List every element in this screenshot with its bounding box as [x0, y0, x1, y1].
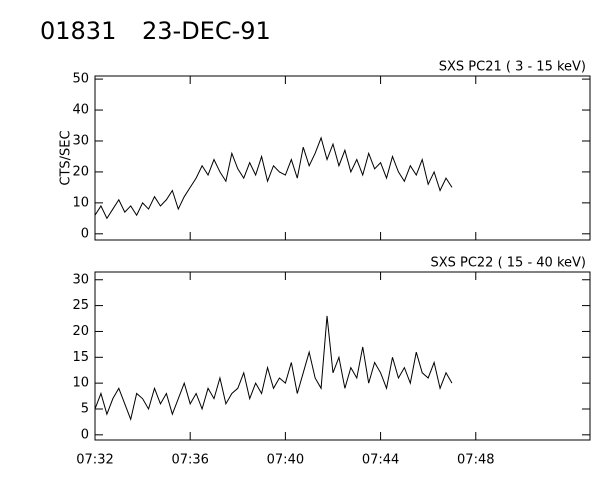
plot-date: 23-DEC-91 [142, 17, 271, 45]
data-line [94, 136, 453, 220]
y-tick-label: 40 [72, 103, 89, 118]
plot-id: 01831 [40, 17, 116, 45]
panel-label: SXS PC21 ( 3 - 15 keV) [439, 60, 586, 75]
panel-label: SXS PC22 ( 15 - 40 keV) [430, 256, 586, 271]
x-tick-label: 07:32 [76, 453, 113, 468]
y-tick-label: 30 [72, 272, 89, 287]
y-tick-label: 0 [81, 226, 89, 241]
y-tick-label: 15 [72, 350, 89, 365]
y-tick-label: 20 [72, 324, 89, 339]
x-tick-label: 07:44 [362, 453, 399, 468]
y-tick-label: 5 [81, 401, 89, 416]
x-tick-label: 07:36 [171, 453, 208, 468]
y-tick-label: 30 [72, 133, 89, 148]
y-tick-label: 50 [72, 72, 89, 87]
plot-frame [94, 75, 591, 241]
y-tick-label: 10 [72, 195, 89, 210]
y-tick-label: 20 [72, 164, 89, 179]
x-tick-label: 07:40 [267, 453, 304, 468]
y-axis-label: CTS/SEC [59, 130, 74, 185]
y-tick-label: 25 [72, 298, 89, 313]
y-tick-label: 10 [72, 376, 89, 391]
y-tick-label: 0 [81, 427, 89, 442]
x-tick-label: 07:48 [457, 453, 494, 468]
data-line [94, 315, 453, 422]
plot-frame [94, 271, 591, 441]
